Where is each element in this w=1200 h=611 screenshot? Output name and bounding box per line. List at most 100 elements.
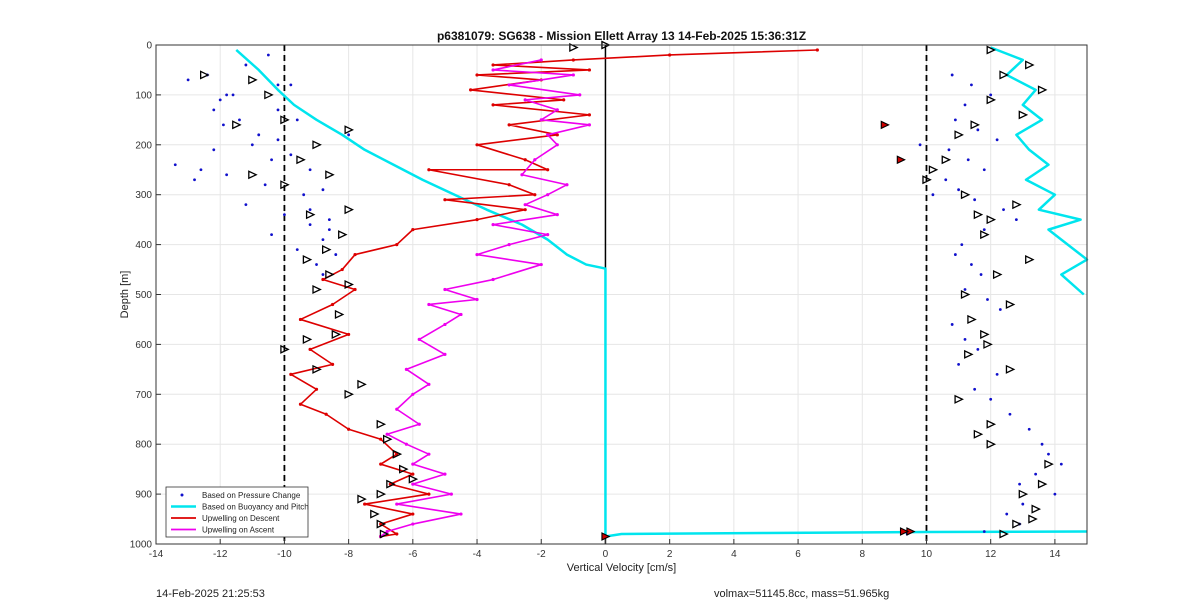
data-point xyxy=(347,332,351,337)
data-point xyxy=(231,93,235,97)
data-point xyxy=(263,183,267,187)
triangle-marker xyxy=(312,140,322,150)
data-point xyxy=(986,298,989,301)
data-point xyxy=(562,98,566,102)
data-point xyxy=(257,133,261,137)
triangle-marker xyxy=(928,165,939,175)
data-point xyxy=(989,93,993,97)
data-point xyxy=(587,68,591,72)
data-point xyxy=(321,188,325,192)
data-point xyxy=(953,118,957,122)
triangle-marker xyxy=(983,339,993,349)
data-point xyxy=(963,103,967,107)
triangle-marker xyxy=(264,90,274,100)
data-point xyxy=(324,412,328,416)
data-point xyxy=(395,407,399,411)
x-tick-label: -12 xyxy=(213,549,228,560)
data-point xyxy=(411,512,415,516)
triangle-marker xyxy=(408,474,419,484)
data-point xyxy=(491,63,495,67)
data-point xyxy=(427,302,431,307)
triangle-marker xyxy=(357,379,367,389)
data-point xyxy=(533,193,537,197)
data-point xyxy=(539,262,543,267)
y-tick-label: 500 xyxy=(135,290,152,301)
data-point xyxy=(411,228,415,232)
triangle-marker xyxy=(386,479,396,489)
data-point xyxy=(244,203,248,207)
series-0 xyxy=(235,49,1088,538)
data-point xyxy=(270,233,273,237)
data-point xyxy=(193,178,196,182)
data-point xyxy=(950,323,954,326)
data-point xyxy=(276,83,280,87)
data-point xyxy=(315,263,318,266)
data-point xyxy=(963,288,967,291)
data-point xyxy=(507,83,511,87)
data-point xyxy=(308,223,312,227)
y-tick-label: 700 xyxy=(135,390,152,401)
data-point xyxy=(321,238,325,242)
data-point xyxy=(469,88,473,92)
triangle-marker xyxy=(986,95,997,105)
data-point xyxy=(411,472,415,476)
data-point xyxy=(308,347,312,351)
triangle-marker xyxy=(344,279,354,290)
data-point xyxy=(411,392,415,396)
data-point xyxy=(475,73,479,77)
triangle-marker xyxy=(1044,459,1054,469)
data-point xyxy=(363,502,367,506)
triangle-marker xyxy=(980,230,990,240)
triangle-marker xyxy=(296,155,306,165)
data-point xyxy=(266,53,270,57)
data-point xyxy=(953,253,957,256)
y-tick-label: 300 xyxy=(135,190,152,201)
data-point xyxy=(270,158,273,162)
data-point xyxy=(520,173,524,177)
data-point xyxy=(427,382,431,386)
series-3 xyxy=(379,58,591,539)
data-point xyxy=(571,58,575,62)
y-tick-label: 900 xyxy=(135,490,152,501)
data-point xyxy=(491,277,495,282)
triangle-marker xyxy=(302,255,313,265)
y-tick-label: 100 xyxy=(135,90,152,101)
x-tick-label: 0 xyxy=(603,549,609,560)
data-point xyxy=(353,252,357,257)
data-point xyxy=(587,123,591,127)
data-point xyxy=(225,173,229,177)
data-point xyxy=(404,442,409,446)
footer-vol-mass: volmax=51145.8cc, mass=51.965kg xyxy=(714,588,890,600)
data-point xyxy=(539,58,543,62)
data-point xyxy=(523,208,527,212)
ticks: -14 -12 -10 -8 -6 -4 -2 0 2 4 6 8 10 12 14 0 100 200 300 40… xyxy=(130,41,1061,561)
triangle-marker xyxy=(986,45,997,55)
series-7 xyxy=(922,45,1054,539)
data-point xyxy=(555,108,559,112)
data-point xyxy=(411,522,415,526)
data-point xyxy=(918,143,922,147)
data-point xyxy=(459,312,463,317)
data-point xyxy=(395,502,399,506)
data-point xyxy=(298,317,303,322)
x-tick-label: 4 xyxy=(731,549,737,560)
footer-timestamp: 14-Feb-2025 21:25:53 xyxy=(156,588,265,600)
data-point xyxy=(950,73,954,77)
data-point xyxy=(173,163,177,167)
y-tick-label: 800 xyxy=(135,440,152,451)
series-4 xyxy=(173,53,351,276)
data-point xyxy=(295,248,299,251)
triangle-marker xyxy=(248,170,258,180)
data-point xyxy=(555,143,559,147)
triangle-marker xyxy=(1037,479,1048,489)
data-point xyxy=(523,98,527,102)
y-tick-label: 600 xyxy=(135,340,152,351)
data-point xyxy=(976,347,980,351)
x-tick-label: 2 xyxy=(667,549,673,560)
series-5 xyxy=(905,73,1063,536)
triangle-marker xyxy=(986,419,997,429)
triangle-marker xyxy=(1005,364,1016,374)
data-point xyxy=(427,452,431,456)
data-point xyxy=(212,108,216,112)
data-point xyxy=(982,228,986,232)
